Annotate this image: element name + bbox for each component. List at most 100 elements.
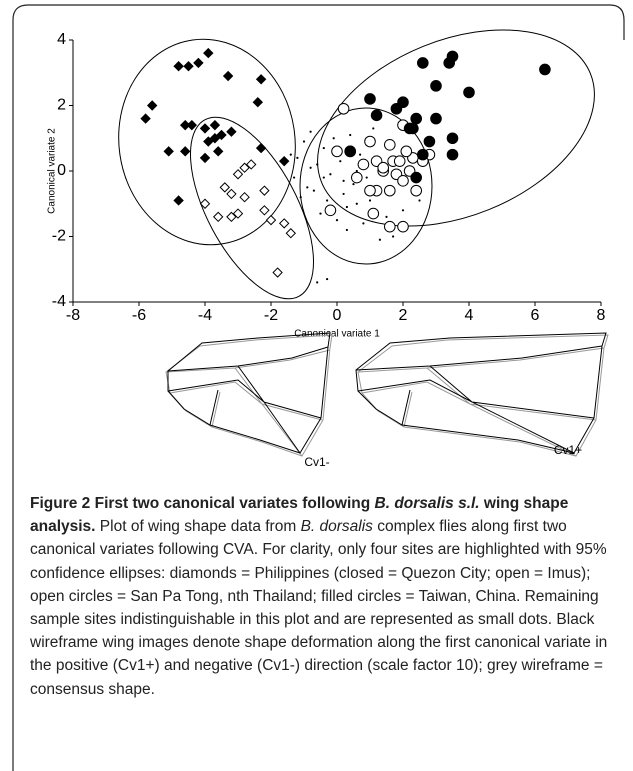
circle-point [393,155,406,167]
dot-point [345,205,348,209]
diamond-point [265,214,277,226]
circle-point [384,220,396,233]
y-tick-label: -2 [52,228,66,245]
dot-point [362,222,365,225]
circle-point [410,184,423,197]
dot-point [322,176,325,179]
y-tick-label: 0 [57,162,66,179]
circle-point [463,86,475,99]
circle-point [357,158,370,171]
circle-point [364,184,376,197]
caption-text: B. dorsalis [300,518,373,536]
figure-caption: Figure 2 First two canonical variates fo… [30,492,620,701]
dot-point [355,169,358,173]
dot-point [289,153,292,156]
diamond-point [146,100,158,111]
x-tick-label: -8 [66,307,80,324]
circle-point [397,220,409,233]
circle-point [443,57,456,69]
diamond-point [179,146,191,157]
dot-point [329,173,332,176]
diamond-point [255,74,267,85]
diamond-point [255,142,267,154]
x-tick-label: -2 [264,307,278,324]
dot-point [385,215,388,218]
x-tick-label: -4 [198,307,212,324]
dot-point [349,133,352,137]
x-axis-label: Canonical variate 1 [294,329,380,340]
wireframe-label: Cv1- [304,455,329,469]
circle-point [417,148,429,161]
diamond-point [199,123,211,134]
wireframe-right [355,332,609,457]
diamond-point [209,119,221,131]
diamond-point [245,159,257,170]
x-tick-label: 8 [597,307,606,324]
diamond-point [216,129,227,141]
diamond-point [209,133,221,144]
diamond-point [173,195,184,206]
diamond-point [285,228,297,239]
dot-point [401,209,405,212]
diamond-point [183,60,194,72]
caption-text: complex flies along first two canonical … [30,518,608,698]
diamond-point [259,185,270,196]
x-tick-label: 4 [465,307,474,324]
dot-point [365,176,368,179]
wireframe-left [165,332,333,457]
x-tick-label: 2 [399,307,408,324]
diamond-point [173,60,184,72]
ellipse [317,29,595,227]
y-tick-label: 4 [57,31,66,48]
circle-point [331,145,343,158]
dot-point [359,153,362,156]
dot-point [339,160,342,163]
dot-point [302,140,306,143]
diamond-point [232,208,244,219]
dot-point [319,212,322,215]
diamond-point [222,70,234,82]
diamond-point [232,169,244,180]
diamond-point [219,182,231,193]
circle-point [430,112,442,125]
diamond-point [140,113,151,124]
diamond-point [278,155,290,167]
dot-point [378,238,381,241]
dot-point [316,163,319,166]
dot-point [372,127,375,130]
diamond-point [278,218,290,229]
diamond-point [203,47,214,59]
diamond-point [259,205,270,216]
circle-point [446,148,459,161]
dot-point [299,196,302,199]
diamond-point [252,97,264,108]
caption-text: Plot of wing shape data from [95,518,301,536]
dot-point [392,235,395,238]
dot-point [309,130,312,133]
diamond-point [199,152,211,164]
diamond-point [239,162,250,173]
y-tick-label: 2 [57,97,66,114]
dot-point [368,199,372,202]
dot-point [418,199,421,202]
caption-text: wing shape analysis. [30,495,569,536]
diamond-point [203,136,214,147]
dot-point [312,189,315,192]
wireframe-label: Cv1+ [554,443,582,457]
ellipse [299,107,433,265]
circle-point [410,171,423,184]
dot-point [352,183,355,186]
circle-point [344,145,357,158]
diamond-point [163,146,174,157]
dot-point [342,179,345,182]
circle-point [539,63,551,76]
circle-point [397,96,409,109]
circle-point [417,57,429,69]
circle-point [384,184,396,197]
dot-point [293,176,296,179]
circle-point [377,161,390,174]
diamond-point [226,188,237,200]
circle-point [446,132,459,145]
